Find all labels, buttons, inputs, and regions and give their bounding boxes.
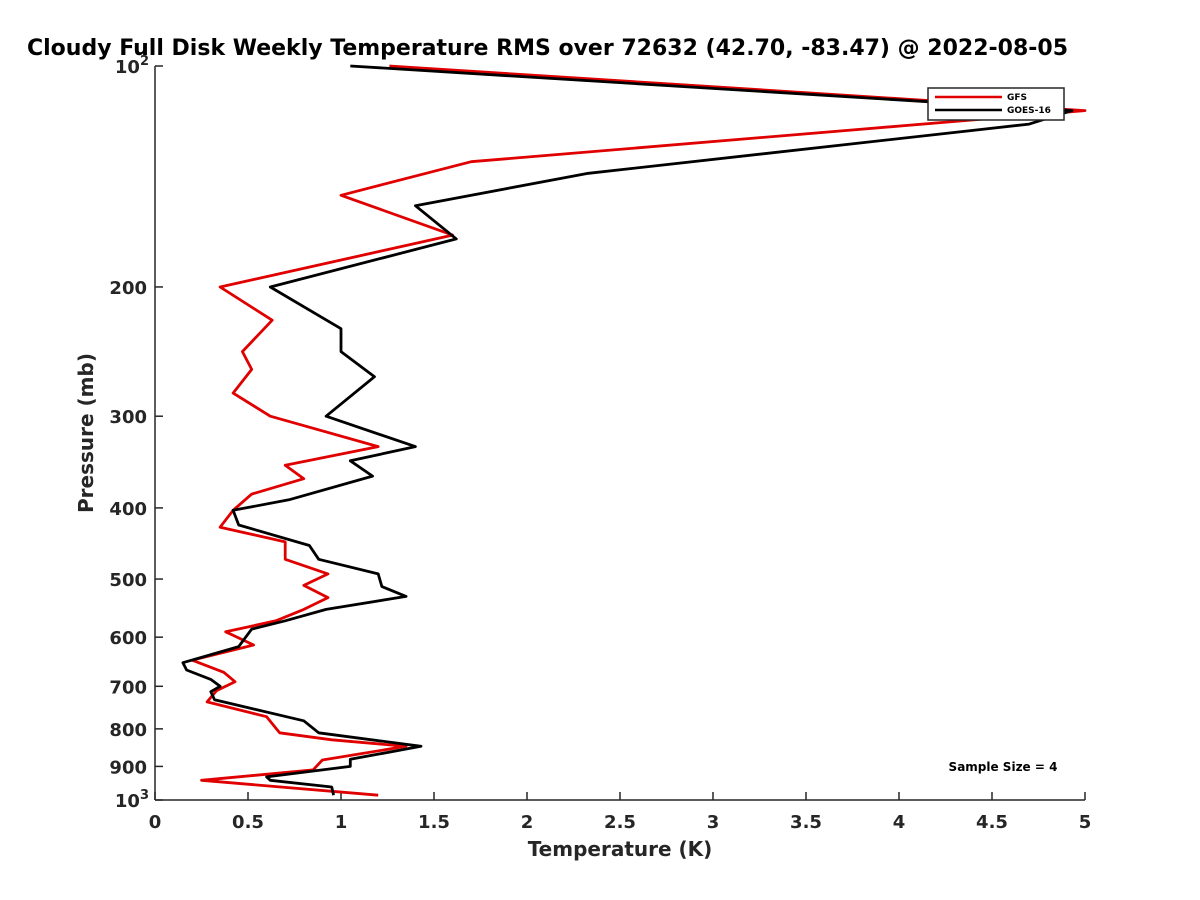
series-line-goes-16 [181,64,1074,796]
legend: GFS GOES-16 [927,87,1065,121]
series-lines [181,64,1087,797]
series-line-gfs [190,64,1087,797]
x-ticks: 0 0.5 1 1.5 2 2.5 3 3.5 4 4.5 5 [149,792,1092,833]
y-tick-label: 900 [109,757,147,778]
y-tick-label: 400 [109,499,147,520]
x-tick-label: 1 [335,812,348,833]
y-tick-label: 800 [109,720,147,741]
x-axis-label: Temperature (K) [528,837,713,861]
chart-title: Cloudy Full Disk Weekly Temperature RMS … [27,36,1068,61]
x-tick-label: 1.5 [418,812,450,833]
legend-label-goes-16: GOES-16 [1007,106,1051,116]
x-tick-label: 5 [1079,812,1092,833]
x-tick-label: 3.5 [790,812,822,833]
x-tick-label: 2.5 [604,812,636,833]
x-tick-label: 4 [893,812,906,833]
y-tick-label: 103 [115,788,149,812]
x-tick-label: 0 [149,812,162,833]
sample-size-annotation: Sample Size = 4 [949,760,1058,774]
y-tick-label: 600 [109,628,147,649]
y-axis-label: Pressure (mb) [74,353,98,513]
x-tick-label: 2 [521,812,534,833]
y-tick-label: 300 [109,407,147,428]
x-tick-label: 4.5 [976,812,1008,833]
x-tick-label: 3 [707,812,720,833]
legend-label-gfs: GFS [1007,93,1027,103]
plot-area [154,66,1085,801]
y-tick-label: 102 [115,54,149,78]
y-tick-label: 700 [109,677,147,698]
x-tick-label: 0.5 [232,812,264,833]
y-tick-label: 200 [109,278,147,299]
legend-box [927,87,1065,121]
y-tick-label: 500 [109,570,147,591]
y-ticks: 102 200 300 400 500 600 700 800 900 103 [109,54,163,812]
